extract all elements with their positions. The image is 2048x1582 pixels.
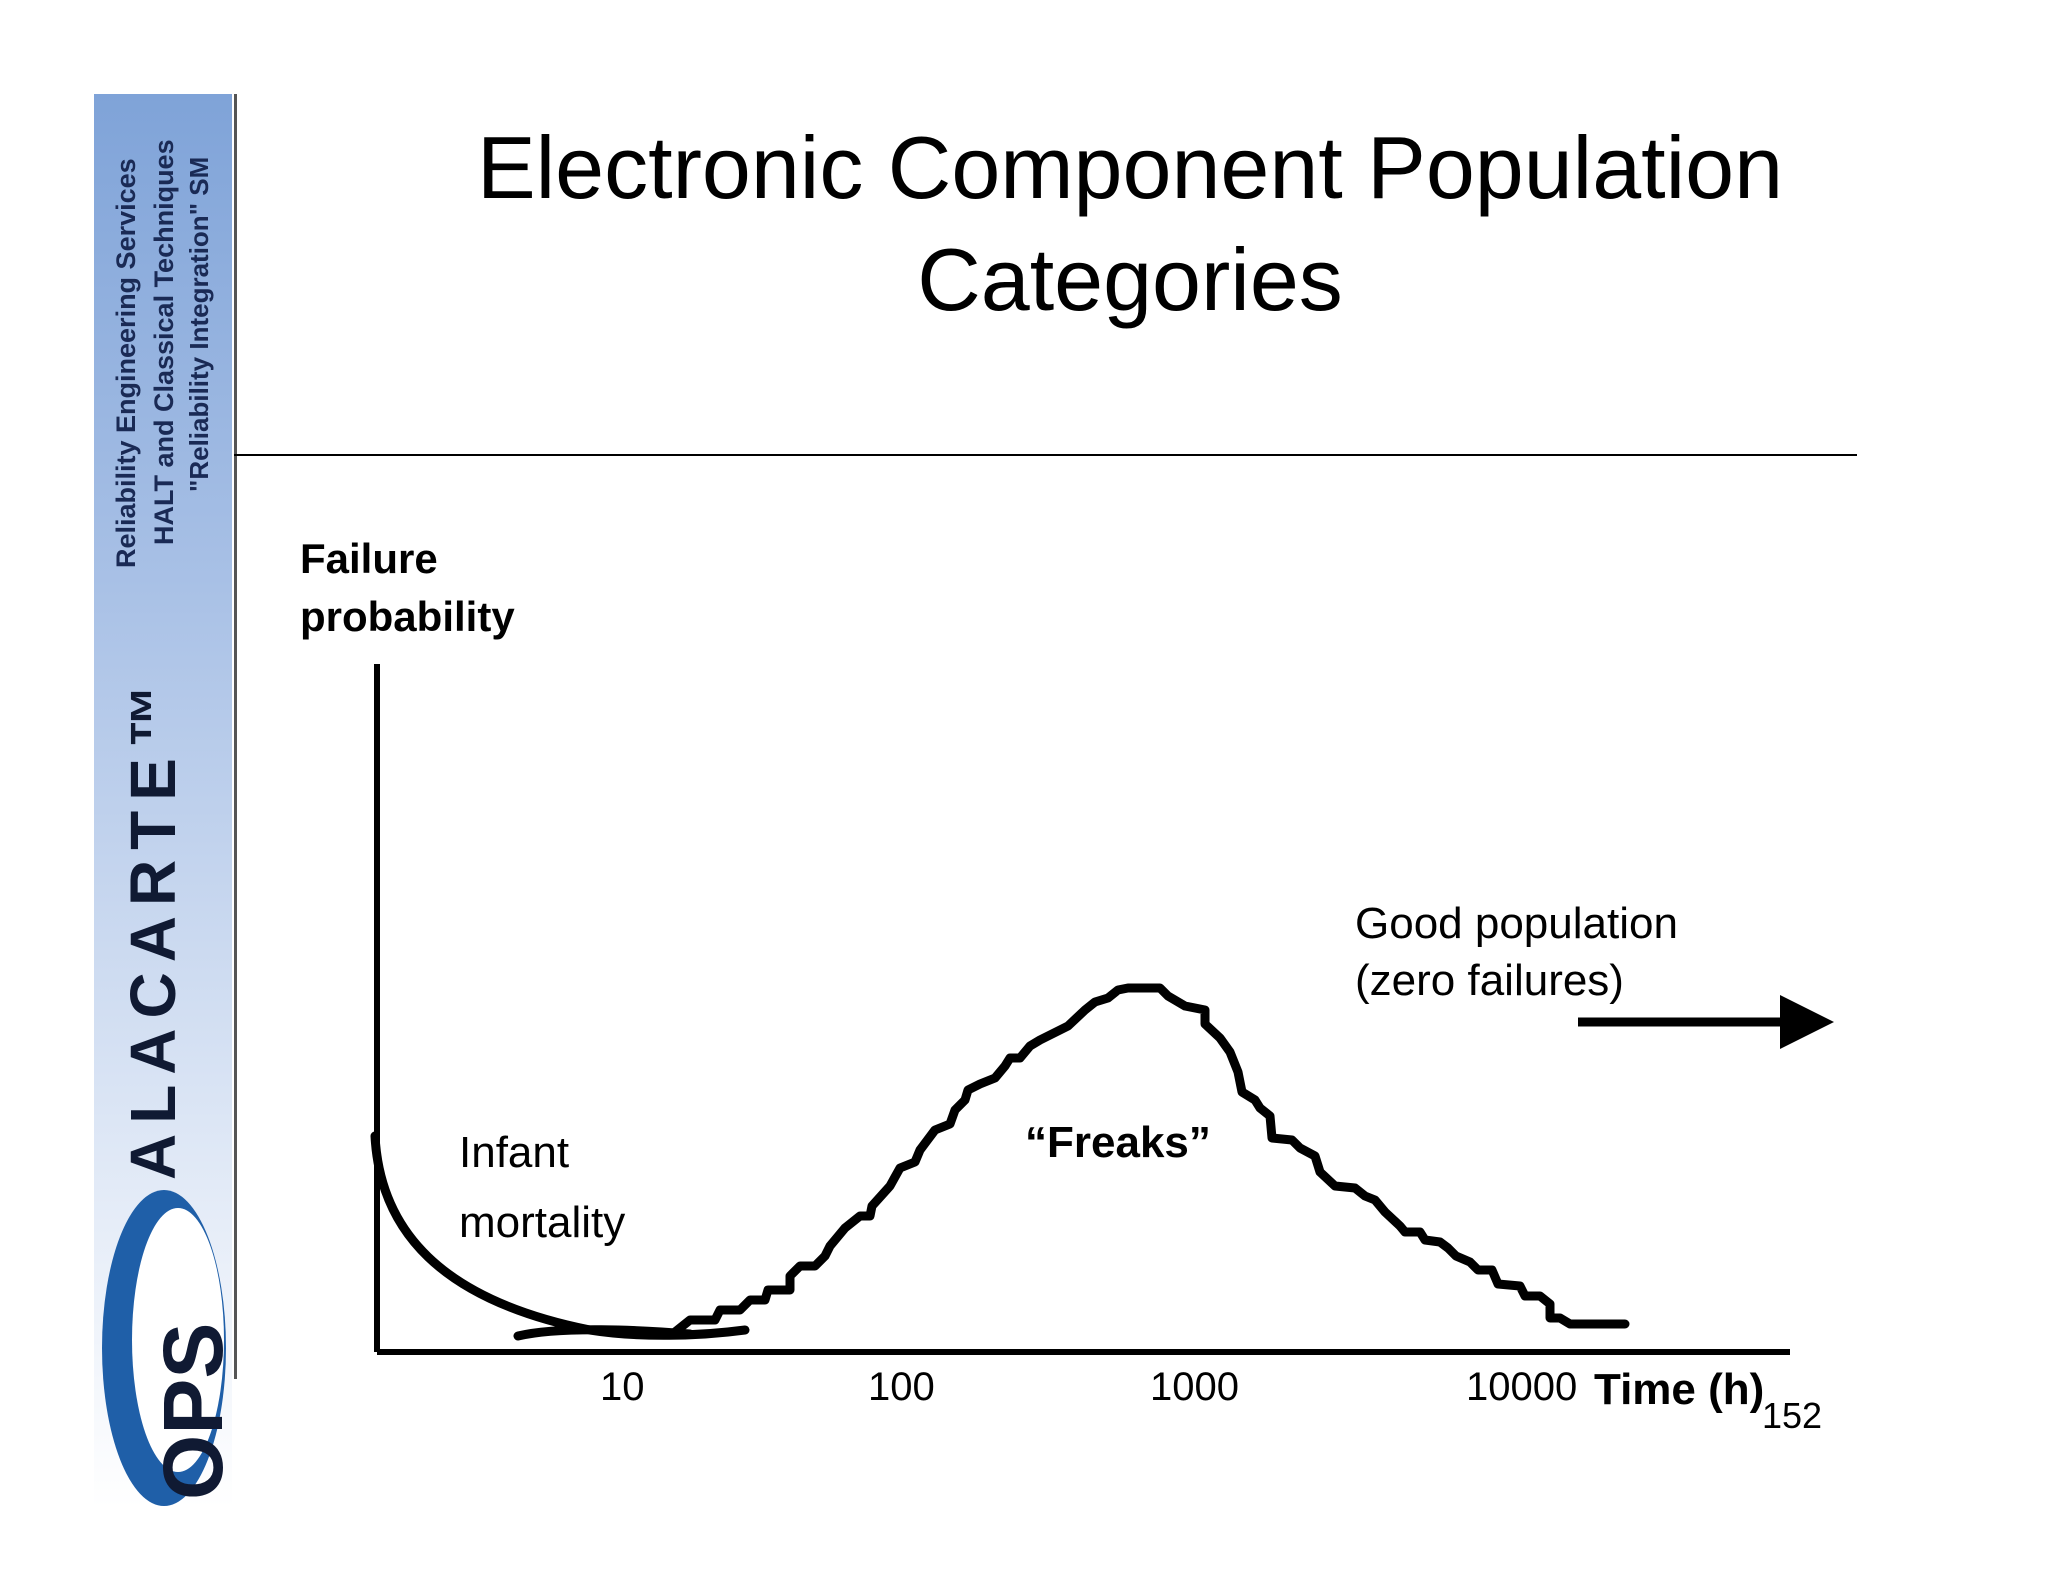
- x-axis-label: Time (h): [1594, 1365, 1765, 1414]
- infant-mortality-label: Infant mortality: [459, 1128, 626, 1247]
- ops-logo-text: OPS: [146, 1323, 234, 1500]
- page-number: 152: [1762, 1395, 1823, 1436]
- x-tick-10000: 10000: [1466, 1365, 1578, 1409]
- infant-mortality-curve: [370, 1131, 750, 1340]
- ops-logo: OPS: [102, 1190, 234, 1506]
- x-tick-100: 100: [868, 1365, 935, 1409]
- title-rule: [234, 454, 1857, 456]
- good-population-label: Good population (zero failures): [1355, 899, 1678, 1005]
- y-axis-label: Failure probability: [300, 535, 515, 640]
- sidebar-divider: [234, 94, 237, 1379]
- freaks-curve: [670, 983, 1630, 1337]
- freaks-label: “Freaks”: [1025, 1118, 1211, 1167]
- x-tick-10: 10: [600, 1365, 645, 1409]
- x-tick-1000: 1000: [1150, 1365, 1239, 1409]
- slide-title: Electronic Component Population Categori…: [476, 118, 1784, 329]
